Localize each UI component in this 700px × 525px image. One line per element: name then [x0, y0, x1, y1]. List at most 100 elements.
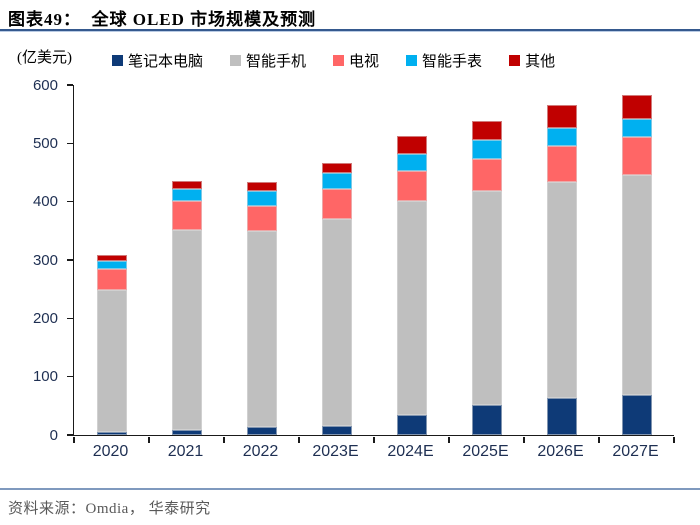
bar-segment	[621, 394, 652, 435]
bar-segment	[546, 104, 577, 128]
legend-item-tv: 电视	[333, 50, 379, 71]
bar-segment	[321, 189, 352, 219]
x-tick-mark	[373, 436, 375, 443]
bar-segment	[96, 432, 127, 435]
stacked-bar-2024E	[396, 136, 427, 435]
bar-segment	[171, 189, 202, 202]
bar-segment	[171, 181, 202, 190]
stacked-bar-2025E	[471, 120, 502, 435]
bar-segment	[246, 427, 277, 435]
bar-segment	[246, 191, 277, 206]
bar-segment	[471, 140, 502, 160]
stacked-bar-2023E	[321, 162, 352, 435]
plot-area	[73, 85, 674, 436]
x-axis-label: 2021	[167, 443, 204, 460]
bar-segment	[621, 119, 652, 137]
y-tick-label: 400	[32, 193, 58, 211]
bar-segment	[96, 290, 127, 433]
x-axis-label: 2027E	[612, 443, 659, 460]
x-tick-mark	[598, 436, 600, 443]
legend-label: 笔记本电脑	[128, 54, 204, 70]
legend-item-other: 其他	[509, 50, 555, 71]
bar-segment	[546, 398, 577, 435]
bar-segment	[396, 136, 427, 154]
legend-label: 智能手机	[246, 54, 307, 70]
legend-label: 其他	[525, 54, 556, 70]
bar-segment	[321, 173, 352, 190]
bar-slot-2023E	[299, 85, 374, 435]
source-note: 资料来源：Omdia， 华泰研究	[8, 501, 211, 517]
y-tick-label: 300	[32, 251, 58, 269]
title-divider	[0, 29, 700, 31]
x-tick-mark	[148, 436, 150, 443]
bar-segment	[621, 175, 652, 395]
stacked-bar-2022	[246, 182, 277, 435]
y-tick-label: 500	[32, 134, 58, 152]
legend-swatch-icon	[230, 55, 242, 66]
x-tick-mark	[223, 436, 225, 443]
bar-slot-2022	[224, 85, 299, 435]
x-axis-label: 2022	[242, 443, 279, 460]
bar-segment	[471, 190, 502, 406]
bar-segment	[546, 145, 577, 182]
bar-slot-2027E	[599, 85, 674, 435]
bar-slot-2020	[74, 85, 149, 435]
x-tick-mark	[448, 436, 450, 443]
legend-item-smartwatch: 智能手表	[406, 50, 482, 71]
y-tick-mark	[67, 142, 73, 145]
x-tick-mark	[298, 436, 300, 443]
bar-slot-2026E	[524, 85, 599, 435]
y-axis-unit-label: (亿美元)	[17, 50, 72, 66]
bar-slot-2024E	[374, 85, 449, 435]
legend-swatch-icon	[509, 55, 521, 66]
x-axis-labels: 2020 2021 2022 2023E 2024E 2025E 2026E 2027E	[73, 443, 673, 461]
x-axis-label: 2025E	[462, 443, 509, 460]
bar-segment	[171, 201, 202, 230]
x-tick-mark	[523, 436, 525, 443]
y-tick-mark	[67, 200, 73, 203]
y-tick-label: 600	[32, 76, 58, 94]
y-tick-mark	[67, 84, 73, 86]
bar-segment	[471, 159, 502, 191]
y-tick-mark	[67, 259, 73, 261]
bar-segment	[246, 231, 277, 428]
legend-label: 电视	[349, 54, 380, 70]
bar-segment	[621, 94, 652, 120]
bar-segment	[546, 127, 577, 146]
stacked-bar-2021	[171, 181, 202, 435]
y-tick-label: 200	[32, 309, 58, 327]
legend-item-smartphone: 智能手机	[230, 50, 306, 71]
bar-segment	[396, 200, 427, 416]
bars-container	[74, 85, 674, 435]
chart-legend: 笔记本电脑 智能手机 电视 智能手表 其他	[112, 50, 555, 71]
stacked-bar-2020	[96, 255, 127, 435]
bar-segment	[471, 405, 502, 435]
x-tick-mark	[673, 436, 675, 443]
bar-segment	[171, 430, 202, 435]
bar-slot-2021	[149, 85, 224, 435]
x-axis-label: 2023E	[312, 443, 359, 460]
bar-segment	[471, 120, 502, 141]
legend-swatch-icon	[112, 55, 123, 66]
bar-segment	[96, 261, 127, 269]
bar-segment	[171, 229, 202, 431]
y-tick-mark	[67, 434, 73, 436]
footer-divider	[0, 488, 700, 490]
bar-segment	[321, 425, 352, 435]
x-axis-label: 2024E	[387, 443, 434, 460]
bar-segment	[396, 415, 427, 435]
stacked-bar-2026E	[546, 104, 577, 435]
bar-segment	[321, 162, 352, 174]
x-tick-mark	[73, 436, 75, 443]
legend-swatch-icon	[333, 55, 345, 66]
title-divider-shadow	[0, 31, 700, 32]
legend-swatch-icon	[406, 55, 418, 66]
bar-segment	[546, 181, 577, 399]
y-tick-mark	[67, 317, 73, 320]
y-tick-label: 0	[49, 426, 58, 444]
y-tick-mark	[67, 375, 73, 378]
y-tick-label: 100	[32, 368, 58, 386]
bar-segment	[246, 182, 277, 192]
bar-segment	[396, 153, 427, 172]
